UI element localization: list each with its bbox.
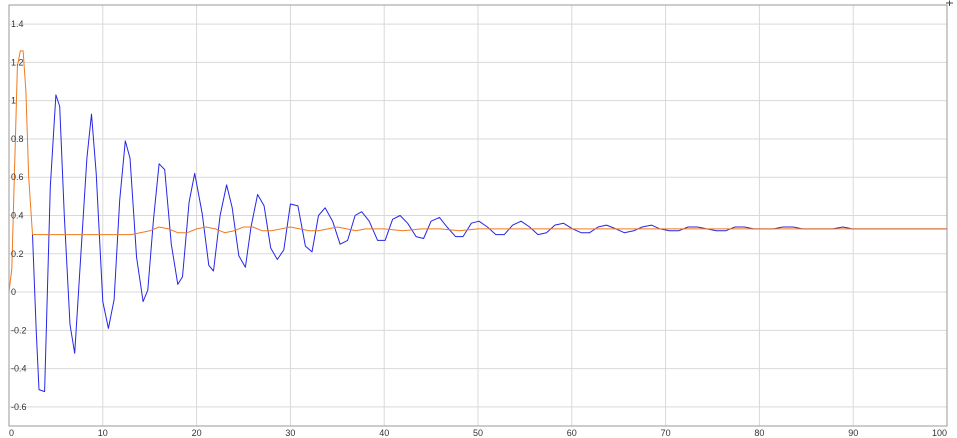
x-tick-label: 100 bbox=[932, 428, 947, 438]
x-tick-label: 60 bbox=[567, 428, 577, 438]
x-tick-labels: 0 10 20 30 40 50 60 70 80 90 100 bbox=[9, 428, 947, 438]
x-tick-label: 40 bbox=[379, 428, 389, 438]
y-tick-label: 0.6 bbox=[11, 172, 24, 182]
y-tick-label: -0.4 bbox=[11, 364, 27, 374]
series-line-2 bbox=[8, 50, 947, 293]
series-line-1 bbox=[32, 94, 947, 393]
y-tick-label: 1.2 bbox=[11, 57, 24, 67]
x-tick-label: 70 bbox=[661, 428, 671, 438]
x-tick-label: 0 bbox=[9, 428, 14, 438]
y-tick-label: -0.2 bbox=[11, 325, 27, 335]
x-tick-label: 50 bbox=[473, 428, 483, 438]
y-tick-label: 0.2 bbox=[11, 249, 24, 259]
y-tick-label: 1.4 bbox=[11, 19, 24, 29]
x-tick-label: 80 bbox=[754, 428, 764, 438]
y-tick-labels: -0.6 -0.4 -0.2 0 0.2 0.4 0.6 0.8 1 1.2 1.4 bbox=[11, 19, 27, 412]
y-tick-label: 1 bbox=[11, 96, 16, 106]
series-layer bbox=[8, 50, 947, 393]
x-tick-label: 10 bbox=[98, 428, 108, 438]
x-tick-label: 30 bbox=[285, 428, 295, 438]
y-tick-label: 0 bbox=[11, 287, 16, 297]
y-tick-label: -0.6 bbox=[11, 402, 27, 412]
expand-corner-icon[interactable] bbox=[946, 0, 953, 7]
y-tick-label: 0.4 bbox=[11, 211, 24, 221]
y-tick-label: 0.8 bbox=[11, 134, 24, 144]
x-tick-label: 20 bbox=[192, 428, 202, 438]
grid-lines bbox=[9, 5, 947, 426]
plot-frame bbox=[8, 4, 948, 427]
x-tick-label: 90 bbox=[848, 428, 858, 438]
